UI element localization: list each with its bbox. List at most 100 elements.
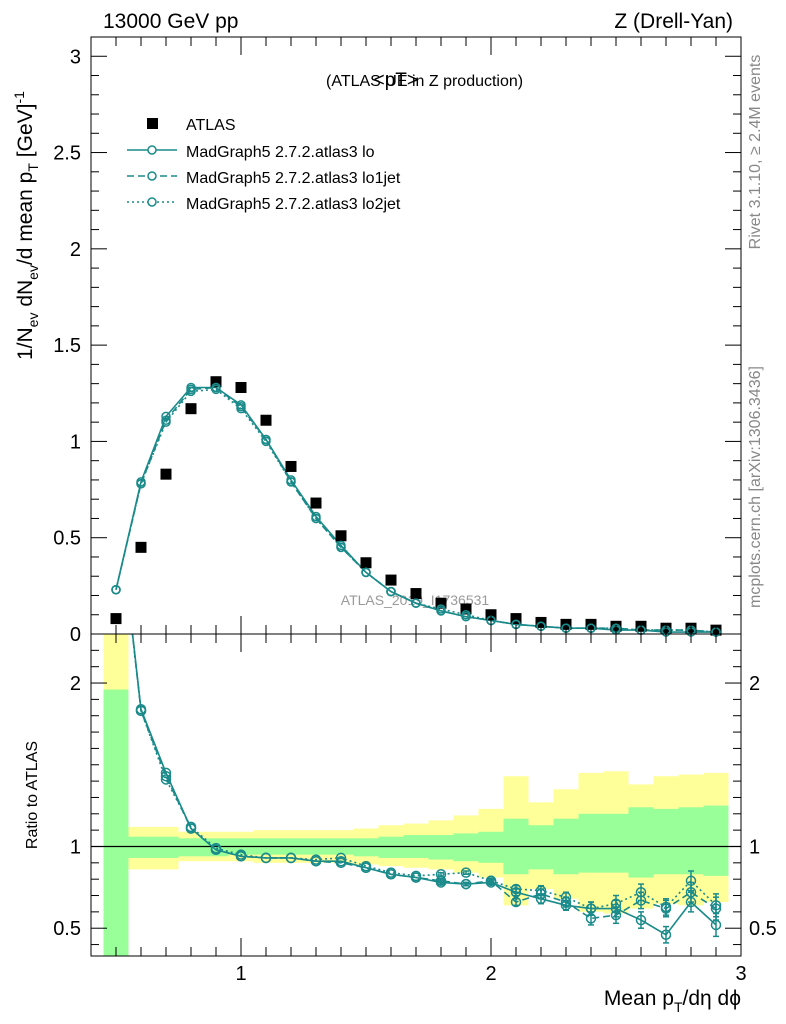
- inner-uncertainty-band: [528, 825, 554, 870]
- ratio-point-dotted: [510, 883, 522, 895]
- atlas-data-point: [485, 609, 497, 621]
- legend-marker-lo: [147, 145, 157, 155]
- ratio-point-dotted: [260, 852, 272, 864]
- inner-uncertainty-band: [678, 807, 704, 875]
- atlas-data-point: [385, 574, 397, 586]
- legend-lo2jet: MadGraph5 2.7.2.atlas3 lo2jet: [186, 196, 401, 213]
- main-y-tick-label: 1.5: [53, 335, 81, 357]
- ratio-point-solid: [660, 929, 672, 941]
- legend-marker-lo2jet: [147, 197, 157, 207]
- legend-marker-lo1jet: [147, 171, 157, 181]
- atlas-data-point: [135, 541, 147, 553]
- inner-uncertainty-band: [478, 831, 504, 863]
- inner-uncertainty-band: [578, 813, 604, 873]
- ratio-y-tick-label: 0.5: [53, 918, 81, 940]
- header-right: Z (Drell-Yan): [614, 10, 733, 33]
- legend-lo1jet: MadGraph5 2.7.2.atlas3 lo1jet: [186, 170, 401, 187]
- mc-point-dotted: [336, 542, 346, 553]
- mc-point-dotted: [436, 604, 446, 614]
- ratio-point-dashed: [460, 878, 472, 890]
- ratio-point-dotted: [410, 870, 422, 882]
- ratio-panel-axes: 0.5 0.5 1 1 2 2 1 2 3: [53, 633, 777, 985]
- mc-point-dotted: [411, 598, 421, 608]
- atlas-data-point: [360, 557, 372, 569]
- x-axis-label: Mean pT/dη dϕ: [604, 987, 741, 1015]
- ratio-point-solid: [112, 482, 121, 491]
- ratio-point-dotted: [385, 867, 397, 878]
- atlas-data-point: [260, 414, 272, 426]
- inner-uncertainty-band: [153, 836, 179, 858]
- main-y-tick-label: 1: [70, 431, 81, 453]
- atlas-data-point: [285, 460, 297, 472]
- main-y-tick-label: 2.5: [53, 143, 81, 165]
- atlas-data-point: [510, 613, 522, 625]
- ratio-point-dotted: [560, 891, 572, 903]
- atlas-data-point: [460, 603, 472, 615]
- atlas-data-point: [185, 403, 197, 415]
- ratio-point-dashed: [510, 896, 522, 908]
- legend-atlas-marker: [147, 118, 158, 129]
- atlas-data-point: [235, 381, 247, 393]
- inner-uncertainty-band: [703, 805, 729, 876]
- mc-point-dotted: [311, 513, 321, 524]
- header-left: 13000 GeV pp: [103, 10, 238, 33]
- ratio-y-axis-label: Ratio to ATLAS: [24, 741, 41, 849]
- rivet-label: Rivet 3.1.10, ≥ 2.4M events: [747, 55, 764, 250]
- atlas-data-point: [335, 530, 347, 542]
- ratio-point-dotted: [660, 901, 672, 913]
- atlas-data-point: [435, 597, 447, 609]
- mc-point-dotted: [161, 417, 171, 427]
- mc-point-solid: [161, 411, 171, 422]
- ratio-point-dashed: [335, 857, 347, 869]
- inner-uncertainty-band: [128, 836, 154, 858]
- mc-line-dotted: [115, 388, 717, 633]
- ratio-point-dotted: [610, 898, 622, 909]
- main-y-tick-label: 2: [70, 239, 81, 261]
- mcplots-label: mcplots.cern.ch [arXiv:1306.3436]: [747, 366, 764, 608]
- legend: ATLAS MadGraph5 2.7.2.atlas3 lo MadGraph…: [127, 117, 401, 213]
- x-tick-label: 2: [485, 963, 496, 985]
- ratio-point-dotted: [235, 849, 247, 860]
- ratio-y-tick-label-right: 0.5: [749, 918, 777, 940]
- inner-uncertainty-band: [353, 838, 379, 857]
- ratio-point-solid: [635, 914, 647, 926]
- ratio-point-dotted: [485, 875, 497, 887]
- main-y-tick-label: 3: [70, 46, 81, 68]
- ratio-y-tick-label-right: 2: [749, 673, 760, 695]
- mc-point-dotted: [136, 479, 146, 489]
- ratio-y-tick-label-right: 1: [749, 836, 760, 858]
- ratio-point-dotted: [210, 842, 222, 854]
- mc-point-dotted: [111, 584, 121, 595]
- ratio-point-dashed: [112, 482, 121, 491]
- mc-point-dotted: [461, 609, 471, 620]
- ratio-point-dashed: [160, 770, 172, 782]
- inner-uncertainty-band: [178, 838, 204, 857]
- mc-point-dotted: [211, 384, 221, 395]
- ratio-point-dotted: [535, 885, 547, 896]
- atlas-data-point: [410, 588, 422, 600]
- ratio-point-dotted: [135, 705, 147, 717]
- inner-uncertainty-band: [378, 836, 404, 858]
- ratio-point-dotted: [335, 852, 347, 864]
- legend-icons: [127, 118, 177, 207]
- atlas-data-point: [110, 613, 122, 625]
- x-tick-label: 1: [235, 963, 246, 985]
- legend-lo: MadGraph5 2.7.2.atlas3 lo: [186, 144, 375, 161]
- atlas-data-point: [160, 468, 172, 480]
- mc-point-dotted: [286, 477, 296, 487]
- main-y-axis-label: 1/Nev dNev/d mean pT [GeV]-1: [11, 91, 41, 360]
- mc-point-dotted: [361, 567, 371, 578]
- ratio-point-dotted: [160, 774, 172, 785]
- plot-subtitle: (ATLAS UE in Z production): [326, 73, 523, 90]
- ratio-point-dotted: [685, 875, 697, 887]
- atlas-data-point: [310, 497, 322, 509]
- mc-point-dotted: [261, 436, 271, 447]
- main-panel-markers: [110, 376, 722, 637]
- inner-uncertainty-band: [103, 689, 129, 956]
- ratio-point-dotted: [435, 869, 447, 880]
- mc-point-dotted: [386, 586, 396, 597]
- ratio-markers: [112, 482, 722, 944]
- ratio-point-solid: [160, 767, 172, 779]
- ratio-point-dotted: [460, 867, 472, 878]
- x-tick-label: 3: [735, 963, 746, 985]
